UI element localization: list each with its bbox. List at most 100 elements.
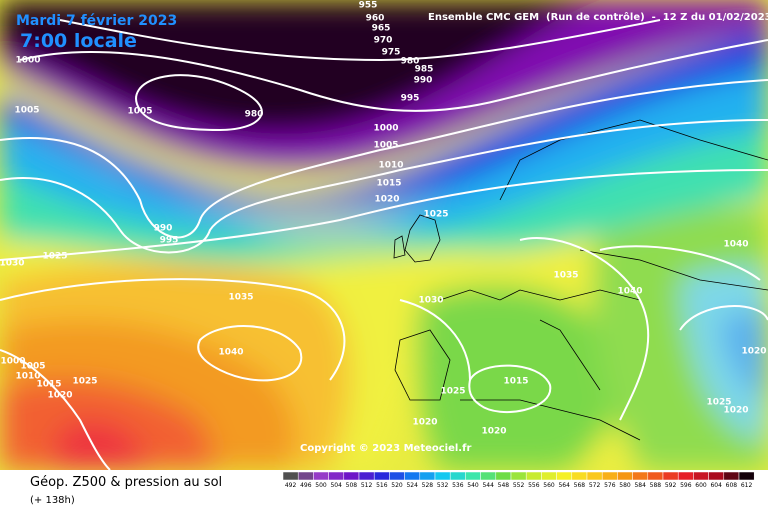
- footer-lead: (+ 138h): [30, 495, 75, 506]
- legend-swatch: [328, 471, 345, 481]
- legend-label: 604: [710, 482, 722, 489]
- legend-swatch: [510, 471, 527, 481]
- isobar-label: 1005: [127, 107, 152, 117]
- legend-swatch: [586, 471, 603, 481]
- legend-label: 520: [391, 482, 403, 489]
- legend-label: 500: [315, 482, 327, 489]
- isobar-label: 995: [160, 236, 179, 246]
- isobar-label: 980: [245, 110, 264, 120]
- legend-swatch: [708, 471, 725, 481]
- isobar-label: 985: [415, 65, 434, 75]
- legend-swatch: [556, 471, 573, 481]
- isobar-label: 990: [154, 224, 173, 234]
- legend-swatch: [480, 471, 497, 481]
- legend-swatch: [723, 471, 740, 481]
- legend-label: 572: [589, 482, 601, 489]
- legend-label: 556: [528, 482, 540, 489]
- legend-swatch: [495, 471, 512, 481]
- field: [0, 0, 768, 470]
- isobars: [0, 19, 768, 470]
- legend-label: 580: [619, 482, 631, 489]
- legend-label: 516: [376, 482, 388, 489]
- isobar-label: 1005: [20, 362, 45, 372]
- legend-swatch: [632, 471, 649, 481]
- isobar-label: 1015: [376, 179, 401, 189]
- legend-swatch: [389, 471, 405, 481]
- legend-label: 512: [361, 482, 373, 489]
- legend-label: 548: [498, 482, 510, 489]
- isobar-label: 1035: [553, 271, 578, 281]
- legend-label: 504: [330, 482, 342, 489]
- isobar-label: 1040: [617, 287, 642, 297]
- isobar-label: 1025: [423, 210, 448, 220]
- legend-swatch: [373, 471, 390, 481]
- legend-swatch: [297, 471, 314, 481]
- isobar-label: 1020: [412, 418, 437, 428]
- legend-swatch: [419, 471, 436, 481]
- model: Ensemble CMC GEM (Run de contrôle) - 12 …: [428, 11, 768, 23]
- isobar-label: 1020: [374, 195, 399, 205]
- isobar-label: 1025: [440, 387, 465, 397]
- isobar-label: 1020: [723, 406, 748, 416]
- date: Mardi 7 février 2023: [16, 13, 177, 29]
- legend-label: 568: [574, 482, 586, 489]
- legend-label: 552: [513, 482, 525, 489]
- isobar-label: 1040: [218, 348, 243, 358]
- legend-swatch: [647, 471, 664, 481]
- isobar-label: 1020: [481, 427, 506, 437]
- legend-label: 600: [695, 482, 707, 489]
- legend-label: 564: [558, 482, 570, 489]
- isobar-label: 955: [359, 1, 378, 11]
- isobar-label: 1030: [418, 296, 443, 306]
- legend-label: 508: [346, 482, 358, 489]
- legend-swatch: [571, 471, 588, 481]
- legend-swatch: [662, 471, 679, 481]
- legend: 492 496 500 504 508 512 516 520 524 528 532 536 540 5…: [282, 471, 755, 489]
- isobar-label: 1015: [503, 377, 528, 387]
- isobar-label: 975: [382, 48, 401, 58]
- isobar-label: 1000: [373, 124, 398, 134]
- legend-swatch: [617, 471, 633, 481]
- isobar-label: 995: [401, 94, 420, 104]
- legend-label: 528: [422, 482, 434, 489]
- isobar-label: 970: [374, 36, 393, 46]
- isobar-label: 1020: [47, 391, 72, 401]
- legend-swatch: [738, 471, 755, 481]
- legend-label: 536: [452, 482, 464, 489]
- isobar-label: 1040: [723, 240, 748, 250]
- legend-swatch: [282, 471, 299, 481]
- legend-swatch: [358, 471, 375, 481]
- isobar-label: 1005: [373, 141, 398, 151]
- isobar-label: 1000: [15, 56, 40, 66]
- isobar-labels: 9559609659709759809859909951000100510101…: [0, 1, 767, 437]
- isobar-label: 990: [414, 76, 433, 86]
- legend-swatch: [434, 471, 451, 481]
- legend-swatch: [693, 471, 709, 481]
- legend-label: 612: [741, 482, 753, 489]
- footer-title: Géop. Z500 & pression au sol: [30, 475, 222, 490]
- legend-swatch: [449, 471, 466, 481]
- legend-label: 544: [482, 482, 494, 489]
- isobar-label: 980: [401, 57, 420, 67]
- time: 7:00 locale: [20, 30, 137, 52]
- legend-label: 560: [543, 482, 555, 489]
- legend-label: 532: [437, 482, 449, 489]
- isobar-label: 1015: [36, 380, 61, 390]
- legend-swatch: [404, 471, 421, 481]
- isobar-label: 1025: [706, 398, 731, 408]
- legend-label: 496: [300, 482, 312, 489]
- legend-swatch: [343, 471, 360, 481]
- isobar-label: 1010: [378, 161, 403, 171]
- legend-label: 588: [650, 482, 662, 489]
- legend-label: 608: [726, 482, 738, 489]
- coastlines: [393, 119, 768, 441]
- isobar-label: 1000: [0, 357, 25, 367]
- legend-label: 492: [285, 482, 297, 489]
- copyright: Copyright © 2023 Meteociel.fr: [300, 443, 471, 454]
- isobar-label: 1030: [0, 259, 25, 269]
- legend-label: 584: [634, 482, 646, 489]
- legend-label: 576: [604, 482, 616, 489]
- legend-swatch: [525, 471, 542, 481]
- legend-swatch: [677, 471, 694, 481]
